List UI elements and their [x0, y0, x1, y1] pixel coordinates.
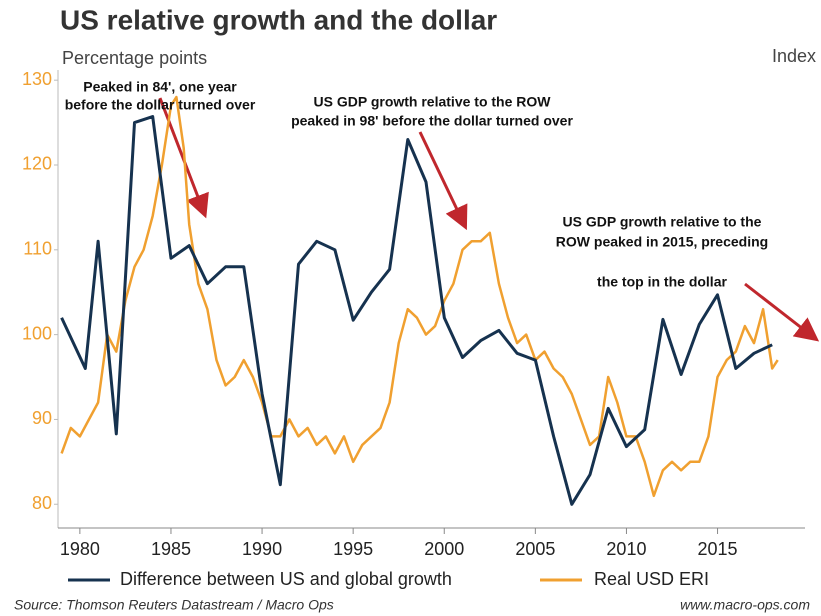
- x-tick-label: 2005: [515, 539, 555, 559]
- legend-label: Real USD ERI: [594, 569, 709, 589]
- website: www.macro-ops.com: [680, 597, 810, 613]
- y-tick-label: 80: [32, 493, 52, 513]
- y-tick-label: 130: [22, 69, 52, 89]
- series-line: [60, 115, 773, 506]
- y-tick-label: 100: [22, 323, 52, 343]
- x-tick-label: 2000: [424, 539, 464, 559]
- x-tick-label: 1995: [333, 539, 373, 559]
- series-line: [60, 95, 779, 498]
- x-tick-label: 2015: [698, 539, 738, 559]
- source: Source: Thomson Reuters Datastream / Mac…: [14, 597, 334, 613]
- y-tick-label: 110: [23, 239, 52, 259]
- arrow: [744, 282, 820, 342]
- arrow: [158, 97, 209, 219]
- annotation: Peaked in 84', one year: [83, 79, 237, 95]
- annotation: before the dollar turned over: [65, 97, 256, 113]
- chart-title: US relative growth and the dollar: [60, 4, 497, 35]
- annotation: US GDP growth relative to the: [563, 214, 762, 230]
- x-tick-label: 1990: [242, 539, 282, 559]
- x-tick-label: 1985: [151, 539, 191, 559]
- annotation: US GDP growth relative to the ROW: [314, 94, 552, 110]
- x-tick-label: 2010: [606, 539, 646, 559]
- y-axis-label: Percentage points: [62, 48, 207, 68]
- arrow: [418, 131, 468, 231]
- y-tick-label: 90: [32, 408, 52, 428]
- y2-axis-label: Index: [772, 46, 816, 66]
- y-tick-label: 120: [22, 154, 52, 174]
- annotation: ROW peaked in 2015, preceding: [556, 234, 768, 250]
- annotation: peaked in 98' before the dollar turned o…: [291, 113, 573, 129]
- annotation: the top in the dollar: [597, 274, 727, 290]
- legend-label: Difference between US and global growth: [120, 569, 452, 589]
- x-tick-label: 1980: [60, 539, 100, 559]
